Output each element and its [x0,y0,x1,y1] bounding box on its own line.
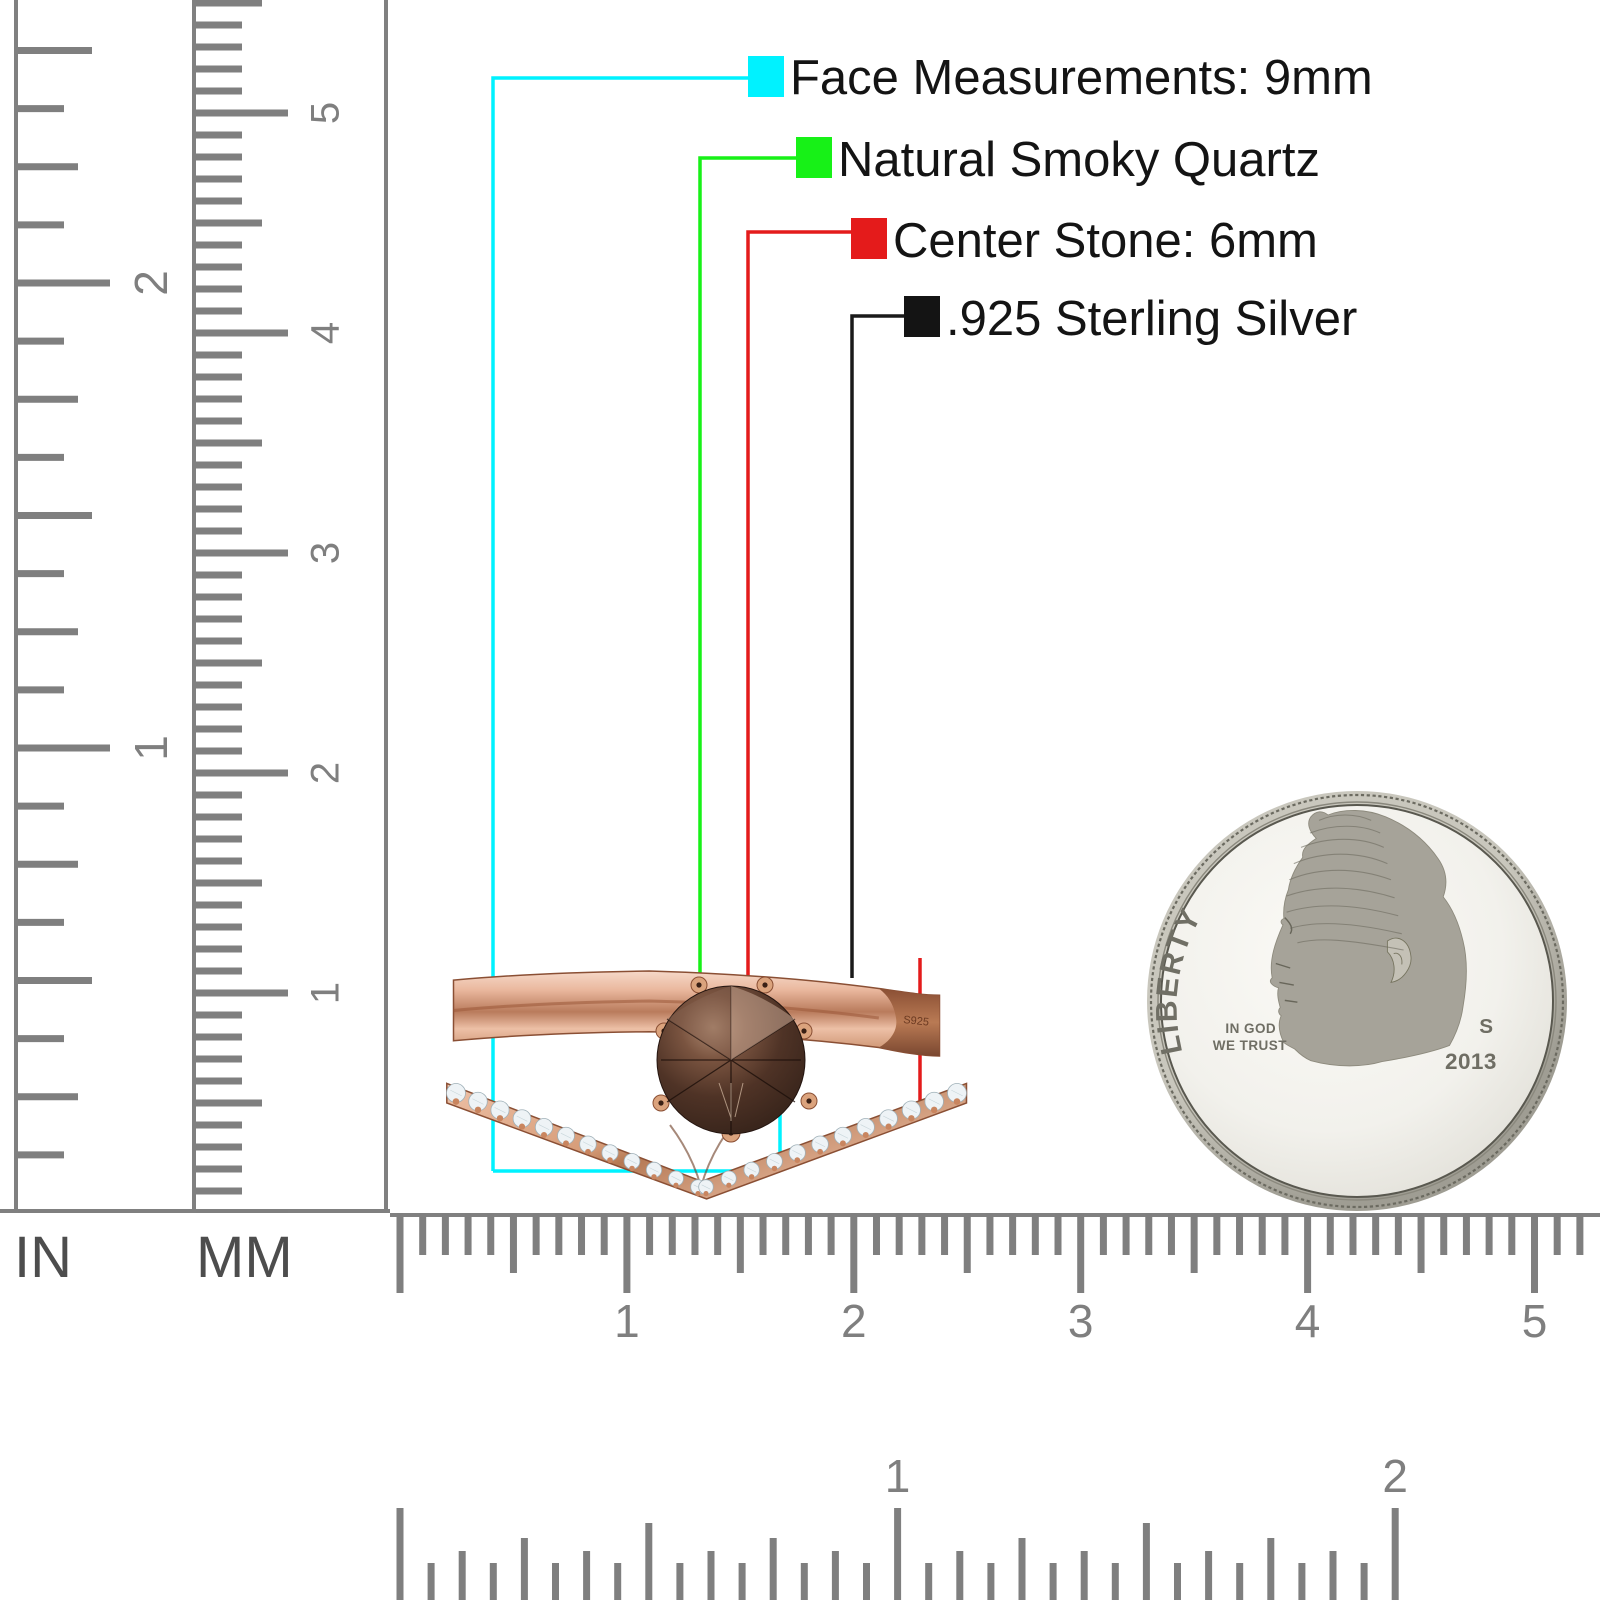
svg-text:.925 Sterling Silver: .925 Sterling Silver [946,292,1357,346]
svg-text:1: 1 [614,1295,640,1347]
svg-text:3: 3 [1068,1295,1094,1347]
svg-text:2: 2 [841,1295,867,1347]
svg-text:Center Stone: 6mm: Center Stone: 6mm [893,214,1318,268]
svg-text:1: 1 [885,1450,911,1502]
svg-text:S: S [1479,1015,1493,1038]
svg-text:4: 4 [1295,1295,1321,1347]
svg-text:5: 5 [1522,1295,1548,1347]
svg-text:IN GOD: IN GOD [1225,1021,1276,1036]
svg-text:Natural Smoky Quartz: Natural Smoky Quartz [838,133,1320,187]
svg-text:WE TRUST: WE TRUST [1213,1038,1287,1053]
svg-text:2013: 2013 [1445,1049,1497,1074]
svg-text:Face Measurements: 9mm: Face Measurements: 9mm [790,51,1373,105]
svg-text:2: 2 [1382,1450,1408,1502]
